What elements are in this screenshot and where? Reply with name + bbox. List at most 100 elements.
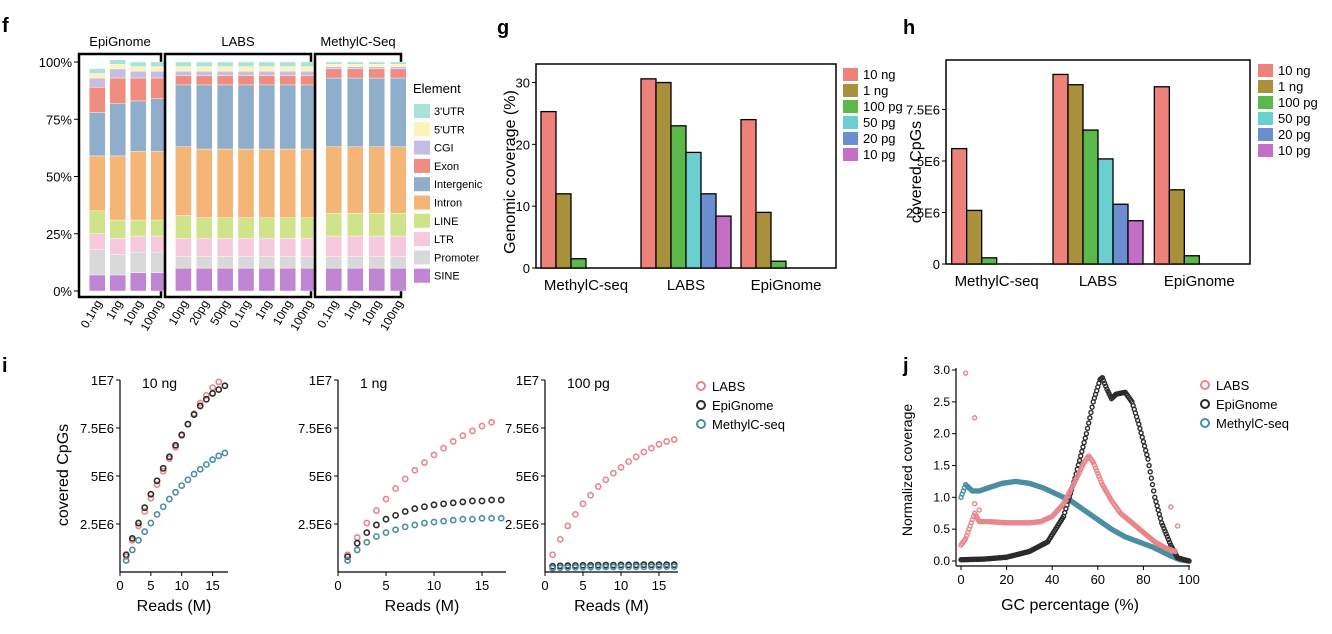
j-point xyxy=(1155,507,1161,513)
i-point xyxy=(401,475,409,483)
j-point xyxy=(1082,435,1088,441)
f-segment xyxy=(196,84,213,150)
i-point xyxy=(153,511,161,518)
ytick-label: 10 xyxy=(516,199,530,214)
panel-letter-h: h xyxy=(903,17,915,39)
legend-label: 1 ng xyxy=(1278,79,1303,94)
i-point xyxy=(209,384,216,392)
f-segment xyxy=(325,235,342,257)
f-segment xyxy=(368,68,385,79)
panel-g: g Genomic coverage (%) 0 10 20 30 MethylC-se… xyxy=(497,17,903,294)
i-point xyxy=(579,563,587,571)
panel-f: f 0%25%50%75%100%EpiGnome0.1ng1ng10ng100… xyxy=(2,15,483,333)
j-ytick-label: 1.0 xyxy=(933,490,950,504)
f-segment xyxy=(258,217,276,239)
f-segment xyxy=(390,64,407,67)
j-point xyxy=(1136,421,1142,427)
f-segment xyxy=(347,146,364,214)
i-ytick-label: 5E6 xyxy=(309,469,332,484)
j-point xyxy=(1186,558,1192,564)
f-segment xyxy=(130,100,147,152)
j-point xyxy=(1140,438,1147,445)
legend-label: 20 pg xyxy=(863,131,896,146)
i-xlabel: Reads (M) xyxy=(574,598,649,615)
f-segment xyxy=(89,112,106,157)
f-segment xyxy=(109,68,126,79)
i-point xyxy=(617,463,625,471)
f-segment xyxy=(325,256,342,269)
j-legend-label: MethylC-seq xyxy=(1216,416,1289,431)
ytick-label: 5E6 xyxy=(917,154,940,169)
i-point xyxy=(579,500,587,508)
i-point xyxy=(610,469,617,477)
j-point xyxy=(971,501,978,507)
f-segment xyxy=(130,272,147,292)
f-segment xyxy=(258,61,276,67)
i-ytick-label: 2.5E6 xyxy=(298,517,332,532)
j-point xyxy=(1150,488,1157,494)
j-point xyxy=(1137,425,1143,432)
f-segment xyxy=(89,274,106,292)
f-segment xyxy=(237,70,255,76)
j-ylabel: Normalized coverage xyxy=(899,404,915,536)
i-point xyxy=(430,501,438,509)
f-segment xyxy=(368,66,385,70)
f-segment xyxy=(130,235,147,253)
f-segment xyxy=(89,86,106,113)
f-segment xyxy=(390,68,407,79)
panel-letter-j: j xyxy=(902,355,909,377)
i-point xyxy=(190,470,198,478)
legend-label: 1 ng xyxy=(863,83,888,98)
f-legend-label: 5'UTR xyxy=(434,124,465,136)
i-point xyxy=(572,563,579,571)
legend-swatch xyxy=(1258,112,1273,125)
f-segment xyxy=(237,267,255,292)
f-xtick-label: 0.1ng xyxy=(314,298,341,331)
i-xtick-label: 0 xyxy=(541,578,548,593)
i-xtick-label: 10 xyxy=(427,578,441,593)
f-segment xyxy=(109,238,126,255)
i-ytick-label: 1E7 xyxy=(516,373,539,388)
f-segment xyxy=(390,77,407,147)
f-segment xyxy=(279,217,296,239)
f-segment xyxy=(325,267,342,292)
f-legend-swatch xyxy=(414,250,430,265)
f-segment xyxy=(258,256,276,269)
f-legend-swatch xyxy=(414,232,430,247)
ytick-label: 30 xyxy=(516,76,530,91)
f-segment xyxy=(89,210,106,234)
i-ytick-label: 7.5E6 xyxy=(80,421,114,436)
i-xtick-label: 10 xyxy=(174,578,188,593)
i-xtick-label: 0 xyxy=(116,578,123,593)
legend-label: 100 pg xyxy=(1278,95,1318,110)
f-segment xyxy=(216,217,234,239)
f-segment xyxy=(279,256,296,269)
g-ylabel: Genomic coverage (%) xyxy=(502,90,519,254)
j-point xyxy=(1079,448,1085,455)
j-point xyxy=(1157,515,1164,522)
j-xlabel: GC percentage (%) xyxy=(1001,597,1139,614)
f-ytick-label: 25% xyxy=(46,227,72,242)
i-point xyxy=(420,503,428,511)
j-point xyxy=(971,415,978,421)
f-segment xyxy=(175,256,192,269)
i-point xyxy=(372,533,380,540)
xtick-label: EpiGnome xyxy=(1164,273,1235,290)
i-point xyxy=(159,467,167,475)
f-xtick-label: 10pg xyxy=(166,298,191,328)
j-point xyxy=(1085,420,1092,426)
f-segment xyxy=(347,66,364,70)
i-xtick-label: 15 xyxy=(475,578,489,593)
f-segment xyxy=(325,64,342,67)
panel-letter-f: f xyxy=(2,15,9,37)
h-ylabel: covered CpGs xyxy=(908,121,925,223)
f-segment xyxy=(237,84,255,150)
f-group-title: LABS xyxy=(221,34,255,49)
f-legend-swatch xyxy=(414,140,430,155)
f-segment xyxy=(368,235,385,257)
f-xtick-label: 20pg xyxy=(186,298,211,328)
j-point xyxy=(1156,511,1163,518)
i-legend-label: EpiGnome xyxy=(712,398,773,413)
i-point xyxy=(440,444,447,452)
i-point xyxy=(478,514,486,522)
